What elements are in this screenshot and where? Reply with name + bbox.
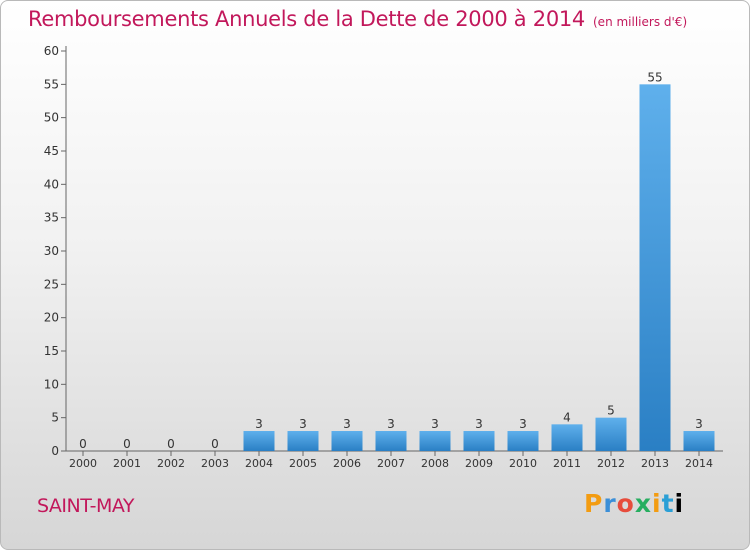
y-tick-label: 5: [51, 411, 59, 425]
data-label: 0: [79, 437, 87, 451]
bar: [595, 417, 627, 451]
x-tick-label: 2003: [201, 457, 229, 470]
y-tick-label: 20: [44, 311, 59, 325]
data-label: 0: [167, 437, 175, 451]
bar: [419, 431, 451, 451]
x-tick-label: 2014: [685, 457, 713, 470]
y-tick-label: 55: [44, 77, 59, 91]
x-tick-label: 2008: [421, 457, 449, 470]
x-tick-label: 2009: [465, 457, 493, 470]
data-label: 3: [475, 417, 483, 431]
bar: [331, 431, 363, 451]
y-tick-label: 25: [44, 277, 59, 291]
logo-letter: P: [584, 489, 604, 518]
logo-letter: x: [634, 489, 652, 518]
x-tick-label: 2002: [157, 457, 185, 470]
data-label: 3: [695, 417, 703, 431]
bar: [375, 431, 407, 451]
x-tick-label: 2004: [245, 457, 273, 470]
bar: [639, 84, 671, 451]
data-label: 3: [431, 417, 439, 431]
y-tick-label: 30: [44, 244, 59, 258]
x-tick-label: 2000: [69, 457, 97, 470]
x-tick-label: 2013: [641, 457, 669, 470]
data-label: 5: [607, 404, 615, 418]
data-label: 3: [343, 417, 351, 431]
y-tick-label: 15: [44, 344, 59, 358]
commune-name: SAINT-MAY: [37, 495, 134, 517]
x-tick-label: 2011: [553, 457, 581, 470]
bar: [463, 431, 495, 451]
y-tick-label: 0: [51, 444, 59, 458]
logo-letter: o: [616, 489, 635, 518]
bar: [551, 424, 583, 451]
data-label: 3: [519, 417, 527, 431]
unit-label: (en milliers d'€): [593, 15, 688, 29]
y-tick-label: 10: [44, 377, 59, 391]
data-label: 0: [211, 437, 219, 451]
bar: [507, 431, 539, 451]
y-tick-label: 35: [44, 211, 59, 225]
title-text: Remboursements Annuels de la Dette de 20…: [28, 7, 585, 31]
chart-title: Remboursements Annuels de la Dette de 20…: [28, 7, 687, 31]
proxiti-logo: Proxiti: [584, 489, 684, 518]
logo-letter: i: [652, 489, 662, 518]
bar: [243, 431, 275, 451]
x-tick-label: 2010: [509, 457, 537, 470]
data-label: 3: [255, 417, 263, 431]
y-tick-label: 45: [44, 144, 59, 158]
y-tick-label: 60: [44, 44, 59, 58]
logo-letter: i: [674, 489, 685, 518]
data-label: 55: [647, 70, 662, 84]
logo-letter: r: [603, 489, 617, 518]
data-label: 0: [123, 437, 131, 451]
x-tick-label: 2005: [289, 457, 317, 470]
y-tick-label: 50: [44, 111, 59, 125]
bars: [243, 84, 715, 451]
x-tick-label: 2012: [597, 457, 625, 470]
bar: [287, 431, 319, 451]
data-label: 3: [299, 417, 307, 431]
data-label: 3: [387, 417, 395, 431]
data-label: 4: [563, 410, 571, 424]
bar: [683, 431, 715, 451]
x-tick-label: 2006: [333, 457, 361, 470]
logo-letter: t: [661, 489, 675, 518]
y-tick-label: 40: [44, 177, 59, 191]
x-tick-label: 2007: [377, 457, 405, 470]
x-tick-label: 2001: [113, 457, 141, 470]
